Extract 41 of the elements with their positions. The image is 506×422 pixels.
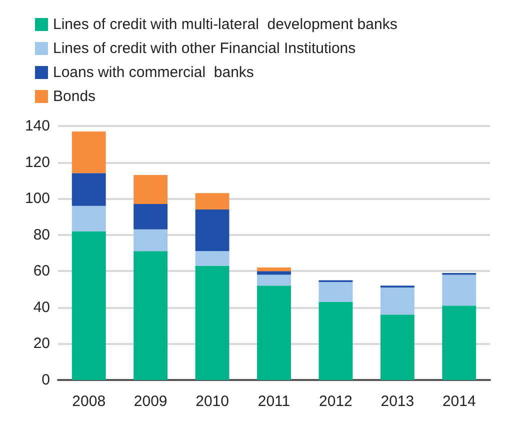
legend-label: Bonds — [53, 88, 96, 105]
bar — [257, 268, 291, 272]
y-tick-label: 40 — [33, 298, 50, 316]
bar — [72, 173, 106, 206]
x-tick-label: 2013 — [380, 393, 414, 410]
bar — [257, 286, 291, 380]
y-tick-label: 80 — [33, 226, 50, 244]
bar — [442, 274, 476, 306]
bar — [72, 206, 106, 232]
bar — [195, 251, 230, 266]
bar — [72, 231, 106, 380]
y-tick-label: 100 — [24, 190, 50, 208]
x-tick-label: 2010 — [196, 393, 229, 410]
y-tick-label: 0 — [42, 372, 50, 388]
bar — [134, 174, 168, 204]
bar — [72, 131, 106, 174]
bar — [134, 229, 168, 252]
bar — [134, 251, 168, 380]
x-tick-label: 2009 — [134, 393, 168, 410]
legend-label: Lines of credit with multi-lateral development banks — [53, 16, 398, 33]
x-tick-label: 2012 — [319, 393, 352, 410]
bar — [380, 314, 414, 380]
bar — [257, 271, 291, 275]
legend-label: Loans with commercial banks — [53, 64, 254, 81]
bar — [195, 209, 230, 252]
y-tick-label: 60 — [33, 262, 50, 280]
y-tick-label: 140 — [24, 118, 50, 134]
bar — [318, 282, 353, 302]
bar — [195, 193, 230, 210]
bar — [257, 274, 291, 286]
x-tick-label: 2014 — [442, 393, 476, 410]
bar — [442, 306, 476, 380]
bar — [134, 204, 168, 230]
bar — [318, 302, 353, 380]
x-tick-label: 2008 — [72, 393, 106, 410]
bar — [380, 287, 414, 315]
x-tick-label: 2011 — [258, 393, 290, 410]
y-tick-label: 120 — [24, 154, 50, 171]
y-tick-label: 20 — [33, 335, 50, 352]
bar — [195, 266, 230, 380]
legend-label: Lines of credit with other Financial Institutions — [53, 40, 356, 57]
